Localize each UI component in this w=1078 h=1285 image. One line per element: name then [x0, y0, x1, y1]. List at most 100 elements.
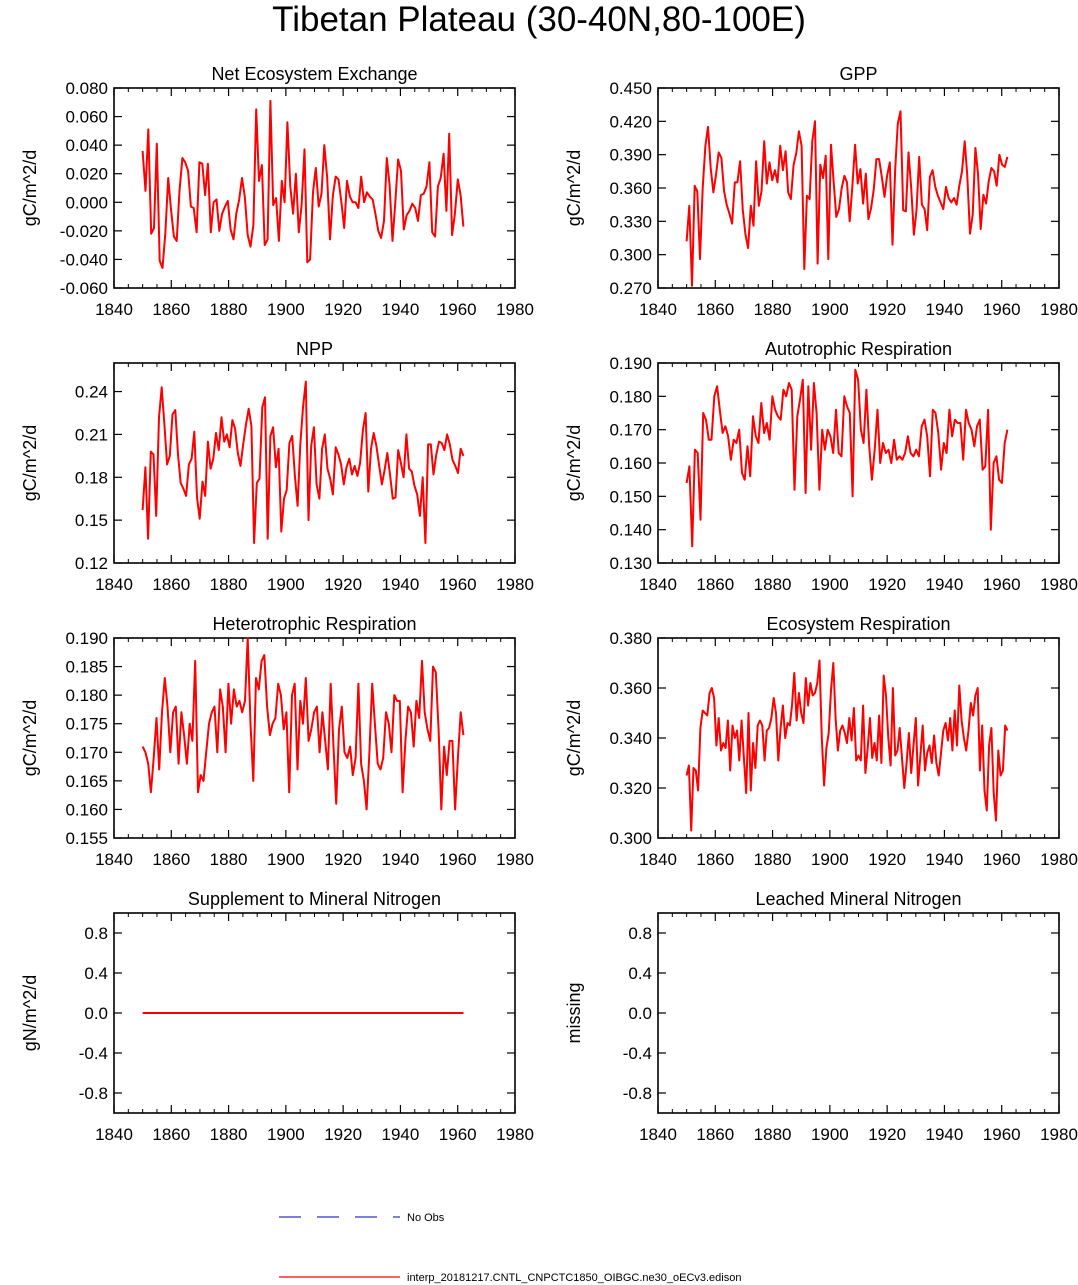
y-tick-label: 0.020 — [65, 165, 108, 184]
y-tick-label: 0.180 — [65, 686, 108, 705]
y-tick-label: 0.8 — [84, 924, 108, 943]
x-tick-label: 1860 — [696, 850, 734, 869]
series-line — [141, 637, 465, 811]
x-tick-label: 1860 — [152, 850, 190, 869]
series-line — [685, 368, 1009, 548]
y-tick-label: 0.270 — [609, 279, 652, 298]
y-tick-label: 0.21 — [75, 425, 108, 444]
x-tick-label: 1920 — [868, 850, 906, 869]
y-tick-label: 0.15 — [75, 511, 108, 530]
y-tick-label: 0.160 — [609, 454, 652, 473]
x-tick-label: 1920 — [324, 850, 362, 869]
x-tick-label: 1960 — [983, 300, 1021, 319]
y-tick-label: 0.360 — [609, 679, 652, 698]
x-tick-label: 1940 — [382, 850, 420, 869]
x-tick-label: 1980 — [496, 575, 534, 594]
x-tick-label: 1840 — [639, 575, 677, 594]
x-tick-label: 1920 — [868, 1125, 906, 1144]
y-tick-label: 0.18 — [75, 468, 108, 487]
x-tick-label: 1980 — [1040, 850, 1078, 869]
y-tick-label: -0.060 — [60, 279, 108, 298]
x-tick-label: 1940 — [926, 1125, 964, 1144]
x-tick-label: 1880 — [754, 575, 792, 594]
y-tick-label: 0.0 — [84, 1004, 108, 1023]
y-tick-label: 0.420 — [609, 112, 652, 131]
y-tick-label: -0.020 — [60, 222, 108, 241]
legend-obs-label: No Obs — [407, 1212, 445, 1224]
x-tick-label: 1980 — [1040, 1125, 1078, 1144]
y-tick-label: 0.190 — [65, 629, 108, 648]
x-tick-label: 1880 — [210, 1125, 248, 1144]
x-tick-label: 1920 — [324, 300, 362, 319]
plot-frame — [657, 87, 1060, 289]
y-tick-label: 0.4 — [84, 964, 108, 983]
y-tick-label: -0.4 — [79, 1044, 108, 1063]
x-tick-label: 1960 — [439, 850, 477, 869]
y-tick-label: 0.170 — [65, 743, 108, 762]
y-tick-label: 0.24 — [75, 383, 108, 402]
x-tick-label: 1960 — [983, 1125, 1021, 1144]
series-line — [141, 99, 465, 269]
chart-title: Heterotrophic Respiration — [212, 614, 416, 634]
x-tick-label: 1880 — [210, 850, 248, 869]
x-tick-label: 1880 — [754, 300, 792, 319]
x-tick-label: 1880 — [210, 575, 248, 594]
y-tick-label: 0.185 — [65, 658, 108, 677]
x-tick-label: 1860 — [696, 575, 734, 594]
x-tick-label: 1900 — [267, 575, 305, 594]
x-tick-label: 1860 — [696, 1125, 734, 1144]
y-axis-label: gC/m^2/d — [564, 425, 584, 501]
x-tick-label: 1960 — [439, 300, 477, 319]
x-tick-label: 1840 — [639, 300, 677, 319]
chart-panel-4: Heterotrophic Respiration gC/m^2/d 1840 186… — [20, 614, 534, 869]
y-tick-label: 0.0 — [628, 1004, 652, 1023]
legend: No Obs interp_20181217.CNTL_CNPCTC1850_O… — [279, 1212, 741, 1284]
x-tick-label: 1940 — [382, 300, 420, 319]
y-tick-label: 0.300 — [609, 246, 652, 265]
series-line — [685, 110, 1009, 287]
x-tick-label: 1980 — [1040, 300, 1078, 319]
chart-panel-3: Autotrophic Respiration gC/m^2/d 1840 1860 1… — [564, 339, 1078, 594]
y-axis-label: gC/m^2/d — [564, 150, 584, 226]
x-tick-label: 1960 — [439, 575, 477, 594]
figure-title: Tibetan Plateau (30-40N,80-100E) — [272, 0, 806, 39]
x-tick-label: 1860 — [152, 575, 190, 594]
y-axis-label: missing — [564, 982, 584, 1043]
y-tick-label: 0.000 — [65, 193, 108, 212]
x-tick-label: 1840 — [639, 850, 677, 869]
x-tick-label: 1980 — [1040, 575, 1078, 594]
x-tick-label: 1940 — [926, 850, 964, 869]
y-tick-label: -0.8 — [623, 1084, 652, 1103]
x-tick-label: 1900 — [811, 1125, 849, 1144]
x-tick-label: 1920 — [324, 1125, 362, 1144]
chart-panel-2: NPP gC/m^2/d 1840 1860 1880 1900 1920 1940 1960 1… — [20, 339, 534, 594]
y-tick-label: 0.390 — [609, 146, 652, 165]
series-line — [141, 380, 465, 544]
x-tick-label: 1960 — [983, 575, 1021, 594]
x-tick-label: 1900 — [267, 850, 305, 869]
y-axis-label: gC/m^2/d — [20, 150, 40, 226]
x-tick-label: 1860 — [152, 300, 190, 319]
y-tick-label: 0.330 — [609, 212, 652, 231]
y-tick-label: 0.190 — [609, 354, 652, 373]
series-line — [685, 659, 1009, 832]
chart-panel-1: GPP gC/m^2/d 1840 1860 1880 1900 1920 1940 1960 1… — [564, 64, 1078, 319]
y-tick-label: 0.360 — [609, 179, 652, 198]
y-tick-label: -0.040 — [60, 250, 108, 269]
x-tick-label: 1900 — [811, 575, 849, 594]
y-tick-label: 0.8 — [628, 924, 652, 943]
y-tick-label: 0.160 — [65, 800, 108, 819]
y-tick-label: 0.165 — [65, 772, 108, 791]
x-tick-label: 1900 — [267, 300, 305, 319]
y-tick-label: 0.340 — [609, 729, 652, 748]
x-tick-label: 1860 — [152, 1125, 190, 1144]
y-tick-label: -0.8 — [79, 1084, 108, 1103]
y-tick-label: 0.175 — [65, 715, 108, 734]
x-tick-label: 1960 — [439, 1125, 477, 1144]
y-tick-label: 0.170 — [609, 421, 652, 440]
x-tick-label: 1880 — [210, 300, 248, 319]
chart-panel-0: Net Ecosystem Exchange gC/m^2/d 1840 1860 18… — [20, 64, 534, 319]
x-tick-label: 1880 — [754, 850, 792, 869]
y-tick-label: 0.320 — [609, 779, 652, 798]
